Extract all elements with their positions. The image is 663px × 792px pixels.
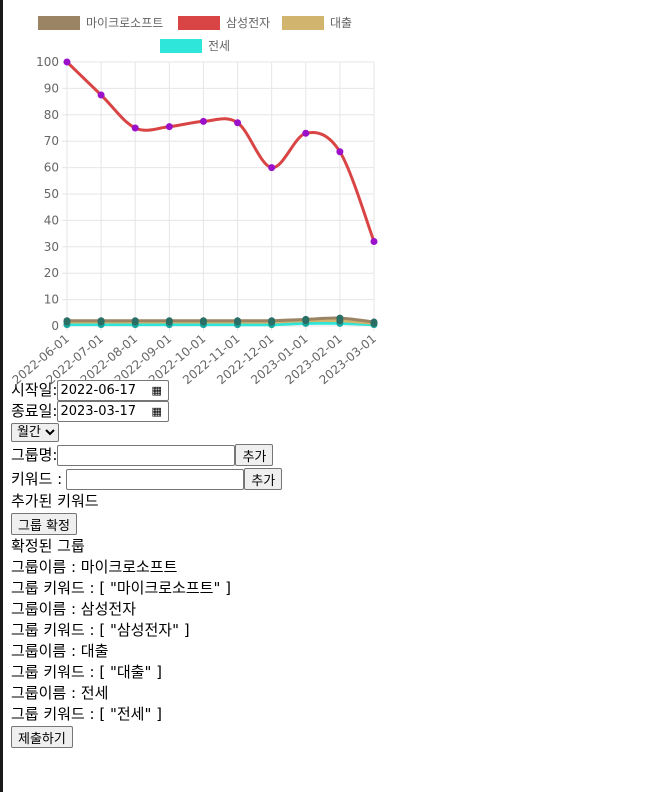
group-name-line: 그룹이름 : 전세 bbox=[11, 684, 109, 702]
series-line bbox=[65, 60, 376, 243]
legend-swatch[interactable] bbox=[38, 16, 80, 30]
legend-swatch[interactable] bbox=[178, 16, 220, 30]
y-tick-label: 100 bbox=[36, 55, 59, 69]
y-tick-label: 70 bbox=[44, 134, 59, 148]
legend-label[interactable]: 전세 bbox=[208, 39, 230, 53]
legend-label[interactable]: 마이크로소프트 bbox=[86, 16, 163, 30]
end-date-input[interactable] bbox=[57, 401, 170, 422]
y-tick-label: 20 bbox=[44, 266, 59, 280]
group-name-line: 그룹이름 : 대출 bbox=[11, 642, 109, 660]
y-tick-label: 30 bbox=[44, 240, 59, 254]
group-name-input[interactable] bbox=[57, 444, 236, 466]
data-point[interactable] bbox=[199, 117, 207, 125]
group-name-label: 그룹명: bbox=[11, 445, 58, 464]
data-point[interactable] bbox=[302, 129, 310, 137]
group-name-line: 그룹이름 : 삼성전자 bbox=[11, 600, 136, 618]
start-date-row: 시작일: ▦ bbox=[11, 380, 651, 401]
data-point[interactable] bbox=[97, 91, 105, 99]
data-point[interactable] bbox=[131, 317, 139, 325]
group-keyword-line: 그룹 키워드 : [ "삼성전자" ] bbox=[11, 621, 190, 639]
start-date-label: 시작일: bbox=[11, 381, 58, 399]
confirmed-group-list: 그룹이름 : 마이크로소프트 그룹 키워드 : [ "마이크로소프트" ] 그룹… bbox=[11, 557, 651, 725]
data-point[interactable] bbox=[131, 124, 139, 132]
data-point[interactable] bbox=[302, 315, 310, 323]
line-chart: 마이크로소프트 삼성전자 대출 전세 0 10 20 30 40 50 60 70 80 90 100 202… bbox=[0, 0, 400, 387]
legend-label[interactable]: 대출 bbox=[330, 16, 352, 30]
added-keywords-heading: 추가된 키워드 bbox=[11, 492, 99, 510]
calendar-icon[interactable]: ▦ bbox=[151, 384, 162, 397]
data-point[interactable] bbox=[268, 317, 276, 325]
confirm-group-button[interactable]: 그룹 확정 bbox=[11, 513, 77, 535]
data-point[interactable] bbox=[165, 317, 173, 325]
data-point[interactable] bbox=[63, 317, 71, 325]
group-name-line: 그룹이름 : 마이크로소프트 bbox=[11, 558, 178, 576]
end-date-label: 종료일: bbox=[11, 402, 58, 420]
data-point[interactable] bbox=[199, 317, 207, 325]
data-point[interactable] bbox=[234, 119, 242, 127]
series-line bbox=[67, 316, 375, 324]
period-row: 월간 bbox=[11, 422, 651, 443]
group-keyword-line: 그룹 키워드 : [ "마이크로소프트" ] bbox=[11, 579, 231, 597]
keyword-input[interactable] bbox=[66, 468, 245, 490]
submit-button[interactable]: 제출하기 bbox=[11, 726, 73, 748]
data-point[interactable] bbox=[97, 317, 105, 325]
confirmed-groups-heading: 확정된 그룹 bbox=[11, 537, 85, 555]
data-point[interactable] bbox=[268, 164, 276, 172]
add-group-name-button[interactable]: 추가 bbox=[235, 444, 274, 466]
group-keyword-line: 그룹 키워드 : [ "대출" ] bbox=[11, 663, 162, 681]
y-tick-label: 80 bbox=[44, 108, 59, 122]
controls-panel: 시작일: ▦ 종료일: ▦ 월간 그룹명: 추가 키워드 : 추가 추가된 키워… bbox=[11, 380, 651, 749]
add-keyword-button[interactable]: 추가 bbox=[244, 468, 283, 490]
y-tick-label: 90 bbox=[44, 81, 59, 95]
confirm-group-row: 그룹 확정 bbox=[11, 512, 651, 536]
legend-label[interactable]: 삼성전자 bbox=[226, 16, 270, 30]
y-tick-label: 10 bbox=[44, 293, 59, 307]
y-tick-label: 0 bbox=[51, 319, 59, 333]
data-point[interactable] bbox=[370, 238, 378, 246]
y-tick-label: 40 bbox=[44, 213, 59, 227]
data-point[interactable] bbox=[165, 123, 173, 131]
legend-swatch[interactable] bbox=[282, 16, 324, 30]
start-date-input[interactable] bbox=[57, 380, 170, 401]
calendar-icon[interactable]: ▦ bbox=[151, 405, 162, 418]
keyword-label: 키워드 : bbox=[11, 469, 63, 488]
y-tick-label: 50 bbox=[44, 187, 59, 201]
keyword-row: 키워드 : 추가 bbox=[11, 467, 651, 491]
data-point[interactable] bbox=[336, 148, 344, 156]
period-select[interactable]: 월간 bbox=[11, 423, 59, 442]
data-point[interactable] bbox=[234, 317, 242, 325]
group-keyword-line: 그룹 키워드 : [ "전세" ] bbox=[11, 705, 162, 723]
end-date-row: 종료일: ▦ bbox=[11, 401, 651, 422]
series-line bbox=[67, 321, 375, 327]
y-tick-label: 60 bbox=[44, 161, 59, 175]
page-left-border bbox=[0, 0, 3, 792]
legend-swatch[interactable] bbox=[160, 39, 202, 53]
group-name-row: 그룹명: 추가 bbox=[11, 443, 651, 467]
submit-row: 제출하기 bbox=[11, 725, 651, 749]
data-point[interactable] bbox=[336, 314, 344, 322]
data-point[interactable] bbox=[370, 318, 378, 326]
chart-svg: 마이크로소프트 삼성전자 대출전세0102030405060708090100202… bbox=[9, 16, 379, 387]
data-point[interactable] bbox=[63, 58, 71, 66]
